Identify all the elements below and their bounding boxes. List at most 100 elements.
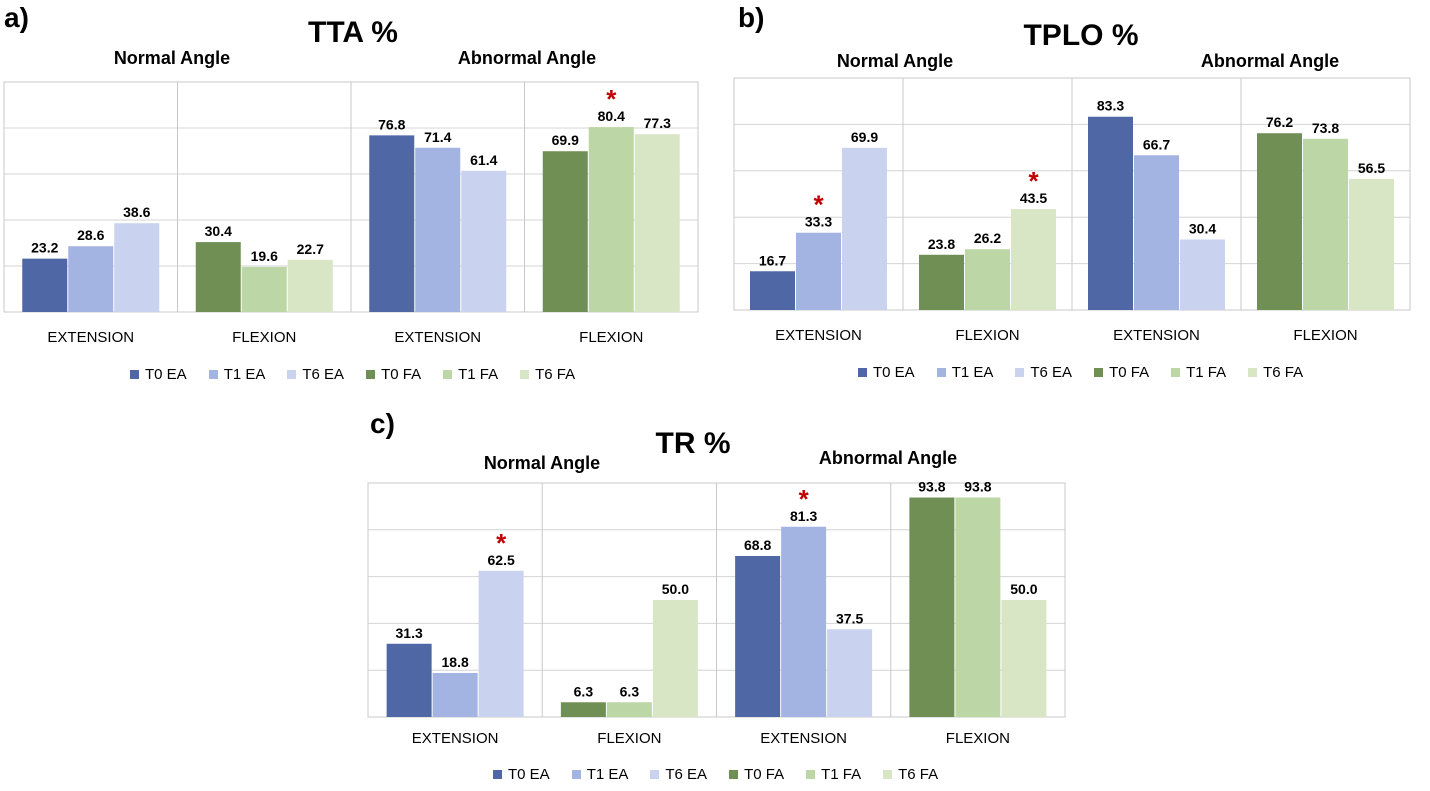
legend-label: T0 FA — [744, 766, 785, 783]
data-label: 22.7 — [297, 241, 324, 257]
legend-item: T0 FA — [366, 366, 421, 383]
legend-item: T6 FA — [1248, 364, 1303, 381]
legend-swatch — [493, 770, 502, 779]
legend-swatch — [287, 370, 297, 379]
legend-label: T6 FA — [535, 366, 576, 383]
legend-label: T0 FA — [1109, 364, 1150, 381]
legend-label: T1 EA — [223, 366, 266, 383]
panel-letter: b) — [738, 2, 765, 33]
category-label: FLEXION — [946, 730, 1010, 747]
bar — [386, 643, 432, 717]
legend: T0 EA T1 EA T6 EA T0 FA T1 FA T6 FA — [493, 766, 938, 783]
legend-label: T0 EA — [873, 364, 915, 381]
data-label: 30.4 — [1189, 220, 1216, 236]
data-label: 68.8 — [744, 537, 771, 553]
bar — [241, 266, 287, 312]
legend-swatch — [1094, 368, 1104, 377]
category-label: EXTENSION — [47, 329, 134, 346]
data-label: 23.8 — [928, 236, 955, 252]
data-label: 76.2 — [1266, 114, 1293, 130]
data-label: 19.6 — [251, 248, 278, 264]
bar — [22, 258, 68, 312]
legend-label: T6 EA — [302, 366, 345, 383]
bar — [415, 147, 461, 312]
bar — [1180, 239, 1225, 310]
bar — [114, 223, 160, 312]
data-label: 18.8 — [442, 654, 469, 670]
group-label-abnormal: Abnormal Angle — [818, 448, 958, 468]
significance-asterisk: * — [496, 528, 507, 558]
bar — [919, 254, 964, 310]
legend-label: T1 EA — [586, 766, 629, 783]
category-label: FLEXION — [579, 329, 643, 346]
legend-item: T1 FA — [806, 766, 861, 783]
data-label: 33.3 — [805, 214, 832, 230]
data-label: 73.8 — [1312, 120, 1339, 136]
legend-item: T6 FA — [883, 766, 938, 783]
legend-item: T6 FA — [520, 366, 575, 383]
bar — [735, 556, 781, 717]
data-label: 30.4 — [205, 223, 232, 239]
bar — [1134, 155, 1179, 310]
bar — [1349, 178, 1394, 310]
group-label-normal: Normal Angle — [483, 453, 601, 473]
bar — [827, 629, 873, 717]
category-label: EXTENSION — [775, 327, 862, 344]
data-label: 76.8 — [378, 116, 405, 132]
legend-label: T1 FA — [1186, 364, 1227, 381]
bar — [955, 497, 1001, 717]
data-label: 93.8 — [918, 479, 945, 495]
legend-item: T0 EA — [493, 766, 550, 783]
legend-swatch — [1171, 368, 1181, 377]
legend-item: T0 EA — [858, 364, 915, 381]
category-label: EXTENSION — [1113, 327, 1200, 344]
legend: T0 EA T1 EA T6 EA T0 FA T1 FA T6 FA — [858, 364, 1303, 381]
legend-item: T1 EA — [571, 766, 629, 783]
legend-item: T6 EA — [287, 366, 344, 383]
data-label: 77.3 — [644, 115, 671, 131]
data-label: 61.4 — [470, 152, 497, 168]
legend-swatch — [650, 770, 660, 779]
legend: T0 EA T1 EA T6 EA T0 FA T1 FA T6 FA — [130, 366, 575, 383]
legend-label: T6 FA — [898, 766, 939, 783]
legend-label: T1 EA — [951, 364, 994, 381]
bar — [750, 271, 795, 310]
legend-label: T6 FA — [1263, 364, 1304, 381]
legend-swatch — [936, 368, 946, 377]
legend-item: T1 FA — [443, 366, 498, 383]
data-label: 43.5 — [1020, 190, 1047, 206]
chart-title: TPLO % — [1023, 19, 1139, 52]
legend-item: T0 EA — [130, 366, 187, 383]
data-label: 66.7 — [1143, 136, 1170, 152]
data-label: 31.3 — [396, 625, 423, 641]
bar — [560, 702, 606, 717]
data-label: 50.0 — [1010, 581, 1037, 597]
chart-panel-tr: c) TR % Normal Angle Abnormal Angle 31.3… — [360, 405, 1080, 791]
legend-swatch — [443, 370, 453, 379]
category-label: FLEXION — [232, 329, 296, 346]
chart-title: TTA % — [308, 16, 398, 49]
category-label: FLEXION — [1293, 327, 1357, 344]
data-label: 26.2 — [974, 230, 1001, 246]
bar — [606, 702, 652, 717]
legend-swatch — [366, 370, 376, 379]
bar — [1257, 133, 1302, 310]
legend-swatch — [1248, 368, 1258, 377]
bar — [1001, 600, 1047, 717]
category-label: FLEXION — [955, 327, 1019, 344]
data-label: 50.0 — [662, 581, 689, 597]
legend-swatch — [520, 370, 530, 379]
bar — [909, 497, 955, 717]
category-label: FLEXION — [597, 730, 661, 747]
panel-letter: c) — [370, 408, 395, 439]
bar — [965, 249, 1010, 310]
data-label: 6.3 — [574, 683, 594, 699]
legend-item: T6 EA — [650, 766, 707, 783]
bar — [842, 147, 887, 310]
group-label-abnormal: Abnormal Angle — [1200, 51, 1340, 71]
bar — [1303, 138, 1348, 310]
chart-panel-tta: a) TTA % Normal Angle Abnormal Angle 23.… — [0, 0, 712, 395]
panel-letter: a) — [4, 2, 29, 33]
legend-swatch — [571, 770, 581, 779]
